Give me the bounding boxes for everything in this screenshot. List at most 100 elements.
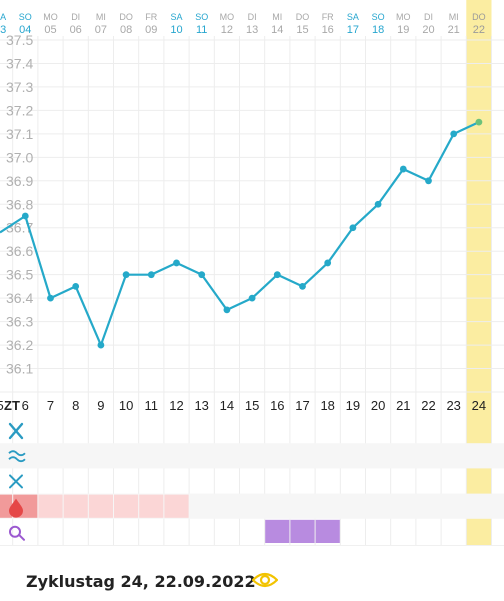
header-weekday: MO bbox=[220, 12, 235, 22]
y-tick-label: 36.4 bbox=[6, 290, 33, 306]
cycle-day-label: 11 bbox=[145, 398, 159, 413]
header-date: 15 bbox=[296, 24, 308, 36]
y-tick-label: 37.4 bbox=[6, 55, 33, 71]
header-weekday: MI bbox=[96, 12, 106, 22]
temperature-point bbox=[475, 118, 483, 126]
eye-icon[interactable] bbox=[252, 570, 278, 590]
y-tick-label: 36.1 bbox=[6, 361, 33, 377]
cycle-day-label: 20 bbox=[371, 398, 385, 413]
header-date: 22 bbox=[473, 24, 485, 36]
temperature-point bbox=[324, 259, 332, 267]
temperature-point bbox=[47, 294, 54, 302]
cycle-day-label: 9 bbox=[97, 398, 104, 413]
y-tick-label: 37.2 bbox=[6, 102, 33, 118]
header-weekday: FR bbox=[145, 12, 157, 22]
cycle-day-axis-label: ZT bbox=[4, 398, 20, 413]
cycle-day-label: 18 bbox=[320, 398, 334, 413]
header-date: 10 bbox=[170, 24, 182, 36]
header-weekday: SO bbox=[19, 12, 32, 22]
temperature-point bbox=[198, 271, 206, 279]
cycle-day-label: 10 bbox=[119, 398, 133, 413]
header-weekday: MO bbox=[43, 12, 58, 22]
temperature-point bbox=[122, 271, 130, 279]
y-tick-label: 36.6 bbox=[6, 243, 33, 259]
header-weekday: DI bbox=[248, 12, 257, 22]
cycle-day-label: 13 bbox=[194, 398, 208, 413]
temperature-point bbox=[21, 212, 29, 220]
header-weekday: MI bbox=[449, 12, 459, 22]
cycle-day-label: 19 bbox=[346, 398, 360, 413]
temperature-line bbox=[0, 121, 480, 347]
y-tick-label: 37.0 bbox=[6, 149, 33, 165]
header-date: 18 bbox=[372, 24, 384, 36]
cycle-day-label: 16 bbox=[270, 398, 284, 413]
header-weekday: DO bbox=[119, 12, 133, 22]
tracker-cell-symptom bbox=[315, 519, 340, 543]
header-date: 14 bbox=[271, 24, 283, 36]
cycle-chart[interactable]: SA 03 SO 04 MO 05 DI 06 MI 07 DO 08 FR 09 SA 10 SO 11 MO 12… bbox=[0, 0, 504, 545]
tracker-cell-bleeding bbox=[139, 494, 164, 518]
cycle-day-label: 5 bbox=[0, 398, 4, 413]
y-tick-label: 37.3 bbox=[6, 79, 33, 95]
cycle-day-label: 22 bbox=[421, 398, 435, 413]
temperature-point bbox=[374, 200, 382, 208]
header-date: 21 bbox=[448, 24, 460, 36]
cycle-day-label: 14 bbox=[220, 398, 234, 413]
temperature-point bbox=[173, 259, 180, 267]
temperature-point bbox=[349, 224, 357, 232]
cycle-day-label: 23 bbox=[446, 398, 460, 413]
header-date: 05 bbox=[44, 24, 56, 36]
mucus-icon bbox=[8, 422, 24, 440]
header-weekday: MO bbox=[396, 12, 411, 22]
tracker-row-bg bbox=[0, 443, 504, 469]
temperature-point bbox=[248, 294, 256, 302]
sex-icon bbox=[9, 474, 23, 489]
header-weekday: SO bbox=[195, 12, 208, 22]
header-date: 04 bbox=[19, 24, 31, 36]
temperature-point bbox=[97, 341, 105, 349]
header-date: 09 bbox=[145, 24, 157, 36]
temperature-point bbox=[147, 271, 155, 279]
header-weekday: SA bbox=[0, 12, 6, 22]
header-date: 17 bbox=[347, 24, 359, 36]
header-date: 20 bbox=[422, 24, 434, 36]
temperature-point bbox=[450, 130, 458, 138]
cycle-day-label: 17 bbox=[295, 398, 309, 413]
header-date: 03 bbox=[0, 24, 6, 36]
header-weekday: FR bbox=[322, 12, 334, 22]
y-tick-label: 37.1 bbox=[6, 126, 33, 142]
header-weekday: SA bbox=[170, 12, 182, 22]
temperature-point bbox=[72, 283, 80, 290]
header-weekday: DO bbox=[296, 12, 310, 22]
tracker-cell-bleeding bbox=[38, 494, 63, 518]
temperature-point bbox=[425, 177, 432, 185]
footer-bar: Zyklustag 24, 22.09.2022 bbox=[0, 545, 504, 601]
header-weekday: DO bbox=[472, 12, 486, 22]
header-weekday: DI bbox=[424, 12, 433, 22]
cycle-day-label: 15 bbox=[245, 398, 259, 413]
y-tick-label: 36.2 bbox=[6, 337, 33, 353]
cycle-day-label: 24 bbox=[472, 398, 486, 413]
header-date: 07 bbox=[95, 24, 107, 36]
y-tick-label: 37.5 bbox=[6, 32, 33, 48]
cervix-icon bbox=[8, 450, 26, 463]
y-tick-label: 36.5 bbox=[6, 267, 33, 283]
cycle-day-label: 12 bbox=[169, 398, 183, 413]
temperature-point bbox=[399, 165, 407, 173]
cycle-day-label: 7 bbox=[47, 398, 54, 413]
header-date: 08 bbox=[120, 24, 132, 36]
tracker-cell-bleeding bbox=[88, 494, 113, 518]
tracker-cell-symptom bbox=[290, 519, 315, 543]
header-weekday: SO bbox=[372, 12, 385, 22]
symptom-icon bbox=[9, 525, 25, 541]
tracker-cell-bleeding bbox=[114, 494, 139, 518]
tracker-cell-bleeding bbox=[164, 494, 189, 518]
header-weekday: MI bbox=[272, 12, 282, 22]
y-tick-label: 36.3 bbox=[6, 314, 33, 330]
tracker-cell-symptom bbox=[265, 519, 290, 543]
header-date: 13 bbox=[246, 24, 258, 36]
header-weekday: SA bbox=[347, 12, 359, 22]
header-weekday: DI bbox=[71, 12, 80, 22]
cycle-day-label: 21 bbox=[396, 398, 410, 413]
cycle-day-label: 8 bbox=[72, 398, 79, 413]
